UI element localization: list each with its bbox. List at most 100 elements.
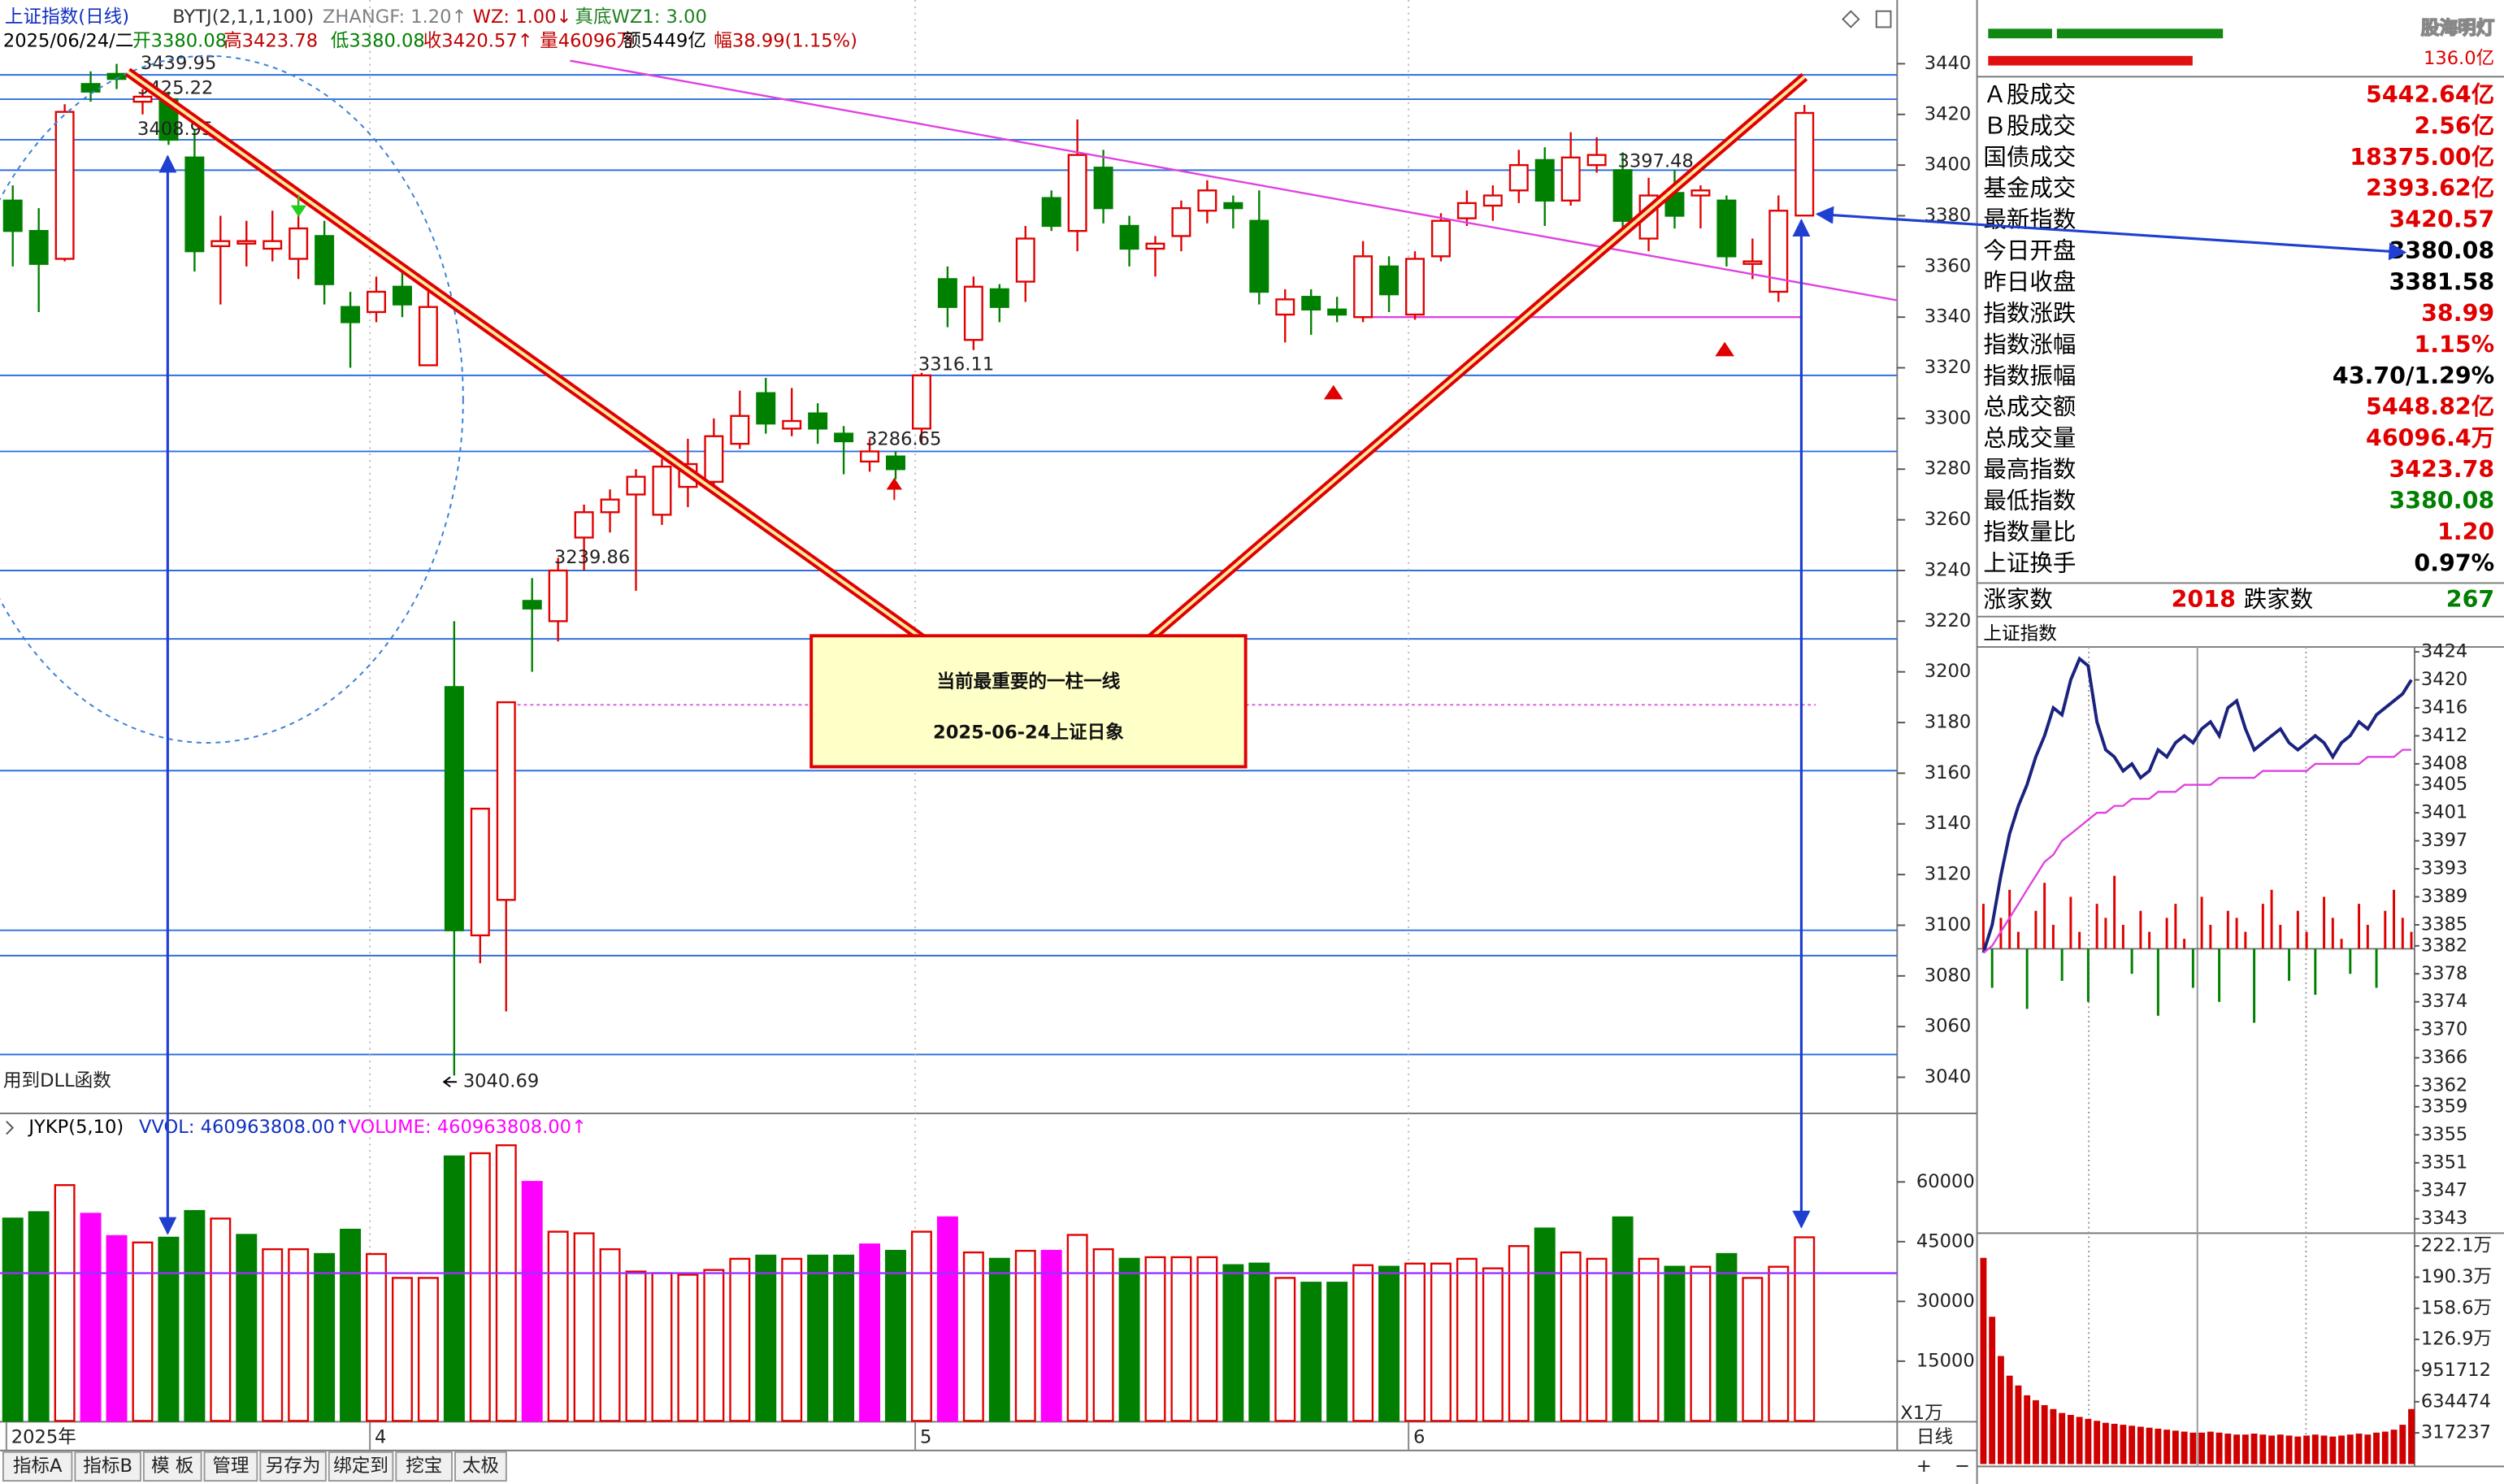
volume-bar xyxy=(1560,1251,1582,1422)
point-label: 3286.65 xyxy=(866,428,941,449)
candle-body xyxy=(1430,219,1451,258)
tab-label[interactable]: 另存为 xyxy=(266,1456,321,1477)
stat-value: 43.70/1.29% xyxy=(2333,362,2494,389)
volume-bar xyxy=(988,1257,1010,1422)
y-tick-label: 951712 xyxy=(2421,1360,2491,1381)
volume-bar xyxy=(859,1243,881,1422)
volume-bar xyxy=(1690,1265,1712,1422)
icon[interactable] xyxy=(1875,10,1892,28)
candle-body xyxy=(1119,224,1139,250)
tab[interactable] xyxy=(454,1451,507,1482)
volume-bar xyxy=(1326,1282,1348,1422)
stat-label: Ａ股成交 xyxy=(1983,81,2076,108)
tab[interactable] xyxy=(74,1451,141,1482)
intraday-volume-bar xyxy=(2041,1404,2048,1464)
volume-bar xyxy=(443,1155,465,1422)
intraday-volume-bar xyxy=(2189,1432,2197,1464)
zoom-out[interactable]: − xyxy=(1955,1456,1970,1477)
candle-body xyxy=(782,419,802,430)
window-icons[interactable] xyxy=(1842,10,1892,28)
intraday-volume-bar xyxy=(2102,1422,2109,1464)
zoom-in[interactable]: + xyxy=(1916,1456,1932,1477)
tab-label[interactable]: 太极 xyxy=(462,1456,499,1477)
icon[interactable] xyxy=(1842,10,1860,28)
callout-box xyxy=(809,634,1248,769)
candle-body xyxy=(80,83,101,93)
intraday-volume-bar xyxy=(2172,1430,2179,1464)
tab[interactable] xyxy=(142,1451,202,1482)
tab-label[interactable]: 挖宝 xyxy=(406,1456,442,1477)
callout-text: 当前最重要的一柱一线 xyxy=(936,670,1120,692)
tab[interactable] xyxy=(203,1451,258,1482)
tab[interactable] xyxy=(2,1451,73,1482)
advance-label: 涨家数 xyxy=(1983,586,2052,613)
candle-body xyxy=(210,240,231,248)
stat-value: 3381.58 xyxy=(2389,268,2494,295)
y-tick-label: 15000 xyxy=(1916,1350,1975,1371)
tab-label[interactable]: 指标A xyxy=(13,1456,63,1477)
legend-entry: VOLUME: 460963808.00↑ xyxy=(348,1117,587,1138)
volume-bar xyxy=(1378,1265,1400,1422)
volume-bar xyxy=(314,1252,336,1422)
volume-bar xyxy=(1742,1277,1764,1422)
candle-body xyxy=(1534,158,1555,202)
intraday-volume-bar xyxy=(2207,1431,2214,1464)
stat-value: 2393.62亿 xyxy=(2366,175,2494,202)
candle-body xyxy=(886,455,905,471)
candle-body xyxy=(1508,163,1529,192)
signal-arrow xyxy=(886,477,903,501)
volume-bar xyxy=(1482,1267,1504,1422)
intraday-volume-bar xyxy=(2094,1421,2101,1464)
tab-label[interactable]: 管理 xyxy=(212,1456,249,1477)
y-tick-label: 3424 xyxy=(2421,641,2467,662)
point-label: 3239.86 xyxy=(554,547,630,568)
point-label: 3397.48 xyxy=(1617,151,1693,172)
candle-body xyxy=(730,414,750,445)
panel-title: JYKP(5,10) xyxy=(27,1117,124,1138)
candle-body xyxy=(626,475,646,496)
y-tick-label: 158.6万 xyxy=(2421,1297,2492,1318)
intraday-volume-bar xyxy=(2285,1435,2293,1464)
candle-body xyxy=(1794,111,1815,217)
intraday-title: 上证指数 xyxy=(1983,623,2056,644)
ratio-bar xyxy=(2056,28,2224,39)
intraday-volume-bar xyxy=(2067,1415,2074,1464)
stat-label: 指数振幅 xyxy=(1983,362,2076,389)
y-tick-label: 3366 xyxy=(2421,1047,2467,1068)
volume-bar xyxy=(1196,1256,1218,1422)
volume-bar xyxy=(1222,1264,1244,1422)
tab[interactable] xyxy=(328,1451,394,1482)
volume-bar xyxy=(1664,1265,1686,1422)
y-tick-label: 3362 xyxy=(2421,1075,2467,1096)
y-tick-label: 3140 xyxy=(1925,813,1971,834)
y-tick-label: 3374 xyxy=(2421,991,2467,1012)
candle-body xyxy=(1249,219,1269,293)
tab-label[interactable]: 绑定到 xyxy=(333,1456,388,1477)
period-label[interactable]: 日线 xyxy=(1916,1426,1953,1447)
candle-body xyxy=(1456,202,1477,219)
tab[interactable] xyxy=(259,1451,327,1482)
label-arrow xyxy=(442,1076,457,1087)
volume-bar xyxy=(781,1257,803,1422)
volume-bar xyxy=(1716,1252,1738,1422)
arrow xyxy=(1815,206,2407,261)
tab-label[interactable]: 模 板 xyxy=(151,1456,193,1477)
y-tick-label: 3355 xyxy=(2421,1124,2467,1145)
x-tick-label: 2025年 xyxy=(11,1426,76,1447)
tab-label[interactable]: 指标B xyxy=(83,1456,132,1477)
y-tick-label: 3343 xyxy=(2421,1208,2467,1229)
intraday-volume-bar xyxy=(2120,1425,2127,1464)
volume-bar xyxy=(729,1257,751,1422)
tab[interactable] xyxy=(395,1451,453,1482)
toolbar: 指标A 指标B 模 板管理 另存为 绑定到 挖宝 太极 xyxy=(2,1451,507,1482)
indicator: BYTJ(2,1,1,100) xyxy=(172,7,314,28)
candle-body xyxy=(1093,167,1113,210)
y-tick-label: 3100 xyxy=(1925,914,1971,935)
intraday-volume-bar xyxy=(2241,1434,2249,1464)
volume-bar xyxy=(1586,1257,1608,1422)
intraday-volume-bar xyxy=(1997,1356,2004,1464)
chart-title: 上证指数(日线) xyxy=(5,7,129,28)
y-tick-label: 3347 xyxy=(2421,1180,2467,1201)
trend-line xyxy=(570,59,1898,302)
